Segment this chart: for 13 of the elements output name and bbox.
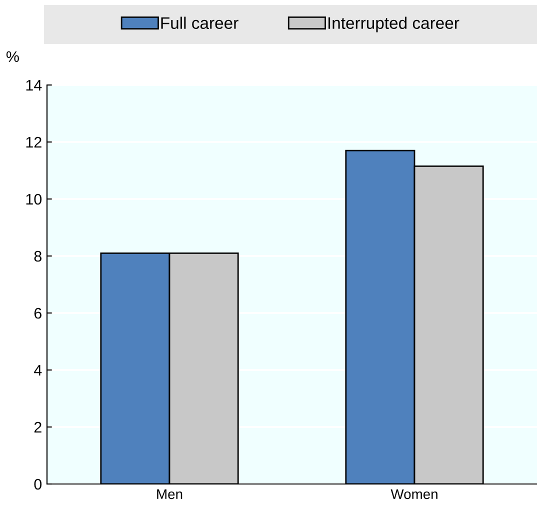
y-tick-label: 6 [34,308,42,319]
y-tick-label: 4 [34,365,42,376]
y-tick-label: 14 [26,80,42,91]
legend-label: Interrupted career [328,16,460,32]
y-tick-label: 2 [34,422,42,433]
y-tick-label: 8 [34,250,42,262]
y-tick-label: 12 [26,136,42,148]
y-tick-label: 10 [26,194,42,205]
legend-label: Full career [161,16,238,29]
x-tick-label: Women [390,489,438,500]
y-axis-title: % [6,51,19,62]
x-tick-label: Men [157,489,182,500]
y-tick-label: 0 [34,478,42,490]
